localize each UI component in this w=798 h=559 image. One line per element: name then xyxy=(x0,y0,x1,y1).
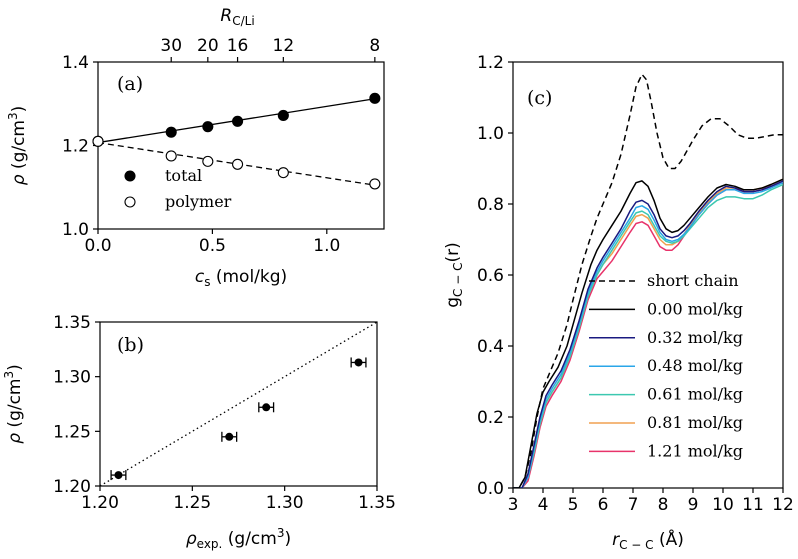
point-total xyxy=(232,115,244,127)
x-tick-label: 10 xyxy=(712,495,734,515)
top-axis-label: RC/Li xyxy=(220,6,254,28)
y-tick-label: 0.4 xyxy=(477,337,504,357)
series-line-0.48 mol/kg xyxy=(513,182,783,488)
top-tick-label: 8 xyxy=(369,36,380,56)
y-axis-label: ρ (g/cm3) xyxy=(2,364,25,444)
y-tick-label: 1.0 xyxy=(477,124,504,144)
point-total xyxy=(369,92,381,104)
data-point xyxy=(114,471,123,480)
x-tick-label: 8 xyxy=(658,495,669,515)
x-tick-label: 1.0 xyxy=(313,236,340,256)
panel-b: 1.20 1.25 1.30 1.35 1.20 1.25 1.30 1.35 (b) ρexp.… xyxy=(2,313,396,551)
y-axis-label: gC − C(r) xyxy=(443,242,465,308)
series-line-short chain xyxy=(513,73,783,488)
legend-label-polymer: polymer xyxy=(165,192,232,211)
y-tick-label: 0.2 xyxy=(477,408,504,428)
point-polymer xyxy=(202,155,214,167)
x-tick-label: 0.5 xyxy=(199,236,226,256)
y-tick-label: 1.0 xyxy=(62,220,89,240)
x-tick-label: 1.25 xyxy=(173,493,211,513)
x-axis-label: cs (mol/kg) xyxy=(195,267,287,289)
y-tick-label: 0.8 xyxy=(477,195,504,215)
legend-marker-polymer xyxy=(124,196,136,208)
point-polymer xyxy=(165,150,177,162)
x-tick-label: 4 xyxy=(538,495,549,515)
top-tick-label: 20 xyxy=(197,36,219,56)
panel-label: (a) xyxy=(117,73,143,95)
series-line-0.32 mol/kg xyxy=(513,180,783,488)
legend-marker-total xyxy=(124,170,136,182)
data-point xyxy=(354,358,363,367)
x-tick-label: 0.0 xyxy=(84,236,111,256)
y-tick-label: 0.0 xyxy=(477,479,504,499)
legend-label-0.48 mol/kg: 0.48 mol/kg xyxy=(647,356,743,375)
x-tick-label: 5 xyxy=(568,495,579,515)
legend-label-0.81 mol/kg: 0.81 mol/kg xyxy=(647,413,743,432)
x-axis-label: rC − C (Å) xyxy=(612,528,684,552)
x-tick-label: 9 xyxy=(688,495,699,515)
x-tick-label: 1.35 xyxy=(358,493,396,513)
y-tick-label: 1.2 xyxy=(477,53,504,73)
x-tick-label: 7 xyxy=(628,495,639,515)
panel-label: (b) xyxy=(117,334,144,356)
top-tick-label: 30 xyxy=(160,36,182,56)
point-polymer xyxy=(277,167,289,179)
point-polymer xyxy=(369,178,381,190)
x-tick-label: 1.20 xyxy=(81,493,119,513)
legend-label-0.00 mol/kg: 0.00 mol/kg xyxy=(647,299,743,318)
y-tick-label: 1.2 xyxy=(62,137,89,157)
panel-a: 0.0 0.5 1.0 1.0 1.2 1.4 30 20 16 12 8 RC/Li total pol… xyxy=(6,6,385,289)
top-tick-label: 16 xyxy=(227,36,249,56)
series-line-0.00 mol/kg xyxy=(513,178,783,488)
data-point xyxy=(225,432,234,441)
y-tick-label: 1.20 xyxy=(53,477,91,497)
panel-label: (c) xyxy=(527,87,552,109)
legend-label-1.21 mol/kg: 1.21 mol/kg xyxy=(647,441,743,460)
x-tick-label: 1.30 xyxy=(266,493,304,513)
x-axis-label: ρexp. (g/cm3) xyxy=(186,526,291,551)
data-point xyxy=(262,403,271,412)
point-total xyxy=(165,126,177,138)
x-tick-label: 6 xyxy=(598,495,609,515)
top-tick-label: 12 xyxy=(273,36,295,56)
legend-label-0.61 mol/kg: 0.61 mol/kg xyxy=(647,385,743,404)
point-polymer xyxy=(232,158,244,170)
x-tick-label: 3 xyxy=(508,495,519,515)
point-polymer xyxy=(92,135,104,147)
panel-c: 3 4 5 6 7 8 9 10 11 12 0.0 0.2 0.4 0.6 0.8 1.0 1.2 short … xyxy=(443,53,794,552)
x-tick-label: 11 xyxy=(742,495,764,515)
y-tick-label: 1.4 xyxy=(62,53,89,73)
legend-label-0.32 mol/kg: 0.32 mol/kg xyxy=(647,328,743,347)
series-line-0.61 mol/kg xyxy=(513,183,783,488)
y-tick-label: 1.35 xyxy=(53,313,91,333)
y-tick-label: 1.30 xyxy=(53,368,91,388)
legend-label-short chain: short chain xyxy=(647,271,739,290)
x-tick-label: 12 xyxy=(772,495,794,515)
y-tick-label: 1.25 xyxy=(53,422,91,442)
point-total xyxy=(202,121,214,133)
y-axis-label: ρ (g/cm3) xyxy=(6,106,29,186)
point-total xyxy=(277,109,289,121)
legend-label-total: total xyxy=(165,166,202,185)
plot-frame xyxy=(99,321,378,487)
y-tick-label: 0.6 xyxy=(477,266,504,286)
